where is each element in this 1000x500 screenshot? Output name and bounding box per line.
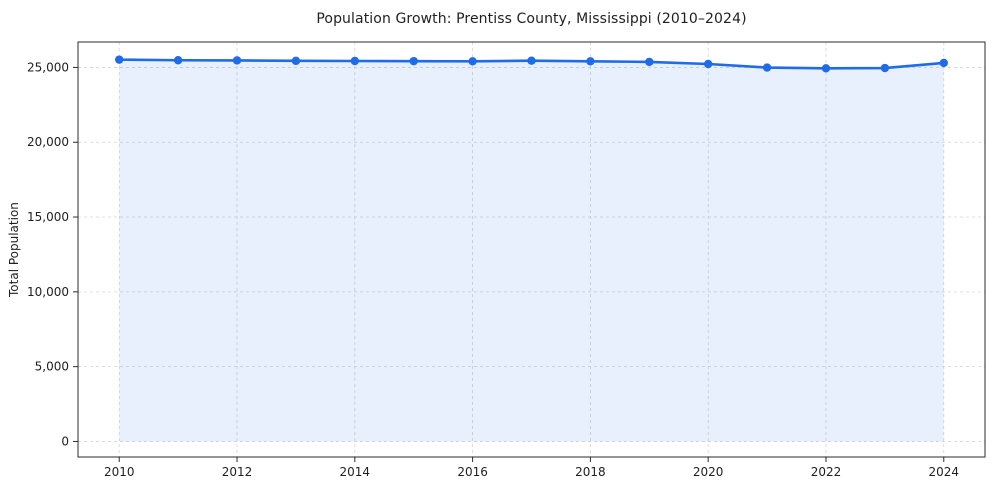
x-tick-label: 2012	[222, 465, 253, 479]
x-tick-label: 2010	[104, 465, 135, 479]
y-tick-label: 15,000	[27, 210, 69, 224]
x-tick-label: 2016	[457, 465, 488, 479]
data-point	[821, 64, 831, 73]
y-tick-label: 0	[61, 434, 69, 448]
data-point	[173, 56, 183, 65]
data-point	[115, 55, 124, 64]
y-tick-label: 25,000	[27, 60, 69, 74]
x-tick-label: 2022	[811, 465, 842, 479]
x-tick-label: 2018	[575, 465, 606, 479]
y-tick-label: 10,000	[27, 285, 69, 299]
data-point	[645, 57, 654, 67]
data-point	[291, 56, 301, 66]
y-tick-label: 5,000	[35, 360, 69, 374]
data-point	[762, 63, 772, 72]
x-tick-label: 2024	[928, 465, 959, 479]
y-tick-label: 20,000	[27, 135, 69, 149]
data-point	[939, 58, 948, 68]
data-point	[350, 56, 360, 66]
data-point	[703, 59, 713, 69]
x-tick-label: 2020	[693, 465, 724, 479]
data-point	[409, 56, 418, 66]
plot-border	[77, 41, 986, 458]
data-point	[880, 63, 890, 73]
data-point	[468, 57, 477, 66]
area-fill	[119, 59, 944, 442]
chart-title: Population Growth: Prentiss County, Miss…	[316, 11, 747, 27]
x-tick-label: 2014	[340, 465, 371, 479]
data-point	[232, 56, 242, 65]
data-point	[586, 57, 595, 66]
data-point	[527, 56, 536, 65]
